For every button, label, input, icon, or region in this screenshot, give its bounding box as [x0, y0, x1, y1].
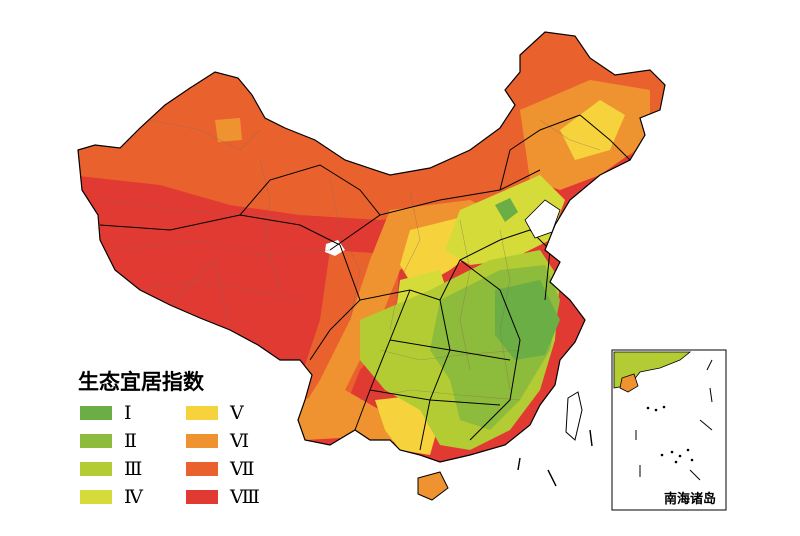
legend-swatch-8 [186, 490, 218, 504]
taiwan [565, 391, 583, 441]
zone-class-i-jiangnan [495, 280, 560, 360]
inset-label-nanhai: 南海诸岛 [664, 492, 717, 507]
inset-dashes [635, 359, 713, 481]
legend-item-8: Ⅷ [186, 486, 260, 508]
legend-item-3: Ⅲ [80, 458, 142, 480]
inset-hainan [619, 373, 639, 393]
legend-label-8: Ⅷ [230, 486, 260, 508]
inset-islands [646, 405, 694, 464]
sea-boundary-dashes [517, 429, 593, 487]
legend-swatch-2 [80, 434, 112, 448]
zone-class-vi-west-patch [215, 118, 242, 142]
legend-label-3: Ⅲ [124, 458, 143, 480]
legend-swatch-3 [80, 462, 112, 476]
zone-class-v-northeast [560, 100, 625, 160]
legend-swatch-1 [80, 406, 112, 420]
legend-item-6: Ⅵ [186, 430, 249, 452]
bohai-sea [524, 199, 561, 239]
legend-item-5: Ⅴ [186, 402, 244, 424]
legend-swatch-4 [80, 490, 112, 504]
legend-label-6: Ⅵ [230, 430, 250, 452]
legend-swatch-7 [186, 462, 218, 476]
legend-item-2: Ⅱ [80, 430, 137, 452]
hainan [417, 471, 449, 501]
legend-label-1: Ⅰ [124, 402, 132, 424]
county-boundaries [99, 119, 601, 401]
legend-swatch-5 [186, 406, 218, 420]
province-boundaries [99, 114, 631, 451]
zone-class-vi-central [295, 200, 500, 440]
legend-label-4: Ⅳ [124, 486, 143, 508]
zone-class-vi-south [300, 390, 400, 445]
qinghai-lake [325, 240, 345, 256]
south-china-sea-inset [611, 349, 727, 511]
legend-item-4: Ⅳ [80, 486, 143, 508]
legend: 生态宜居指数 Ⅰ Ⅱ Ⅲ Ⅳ Ⅴ Ⅵ Ⅶ Ⅷ [78, 366, 278, 516]
zone-class-i-beijing [495, 198, 518, 222]
legend-label-7: Ⅶ [230, 458, 255, 480]
legend-item-7: Ⅶ [186, 458, 255, 480]
legend-label-2: Ⅱ [124, 430, 137, 452]
legend-swatch-6 [186, 434, 218, 448]
legend-title: 生态宜居指数 [78, 370, 204, 394]
legend-item-1: Ⅰ [80, 402, 132, 424]
national-boundary [77, 31, 666, 463]
legend-label-5: Ⅴ [230, 402, 244, 424]
